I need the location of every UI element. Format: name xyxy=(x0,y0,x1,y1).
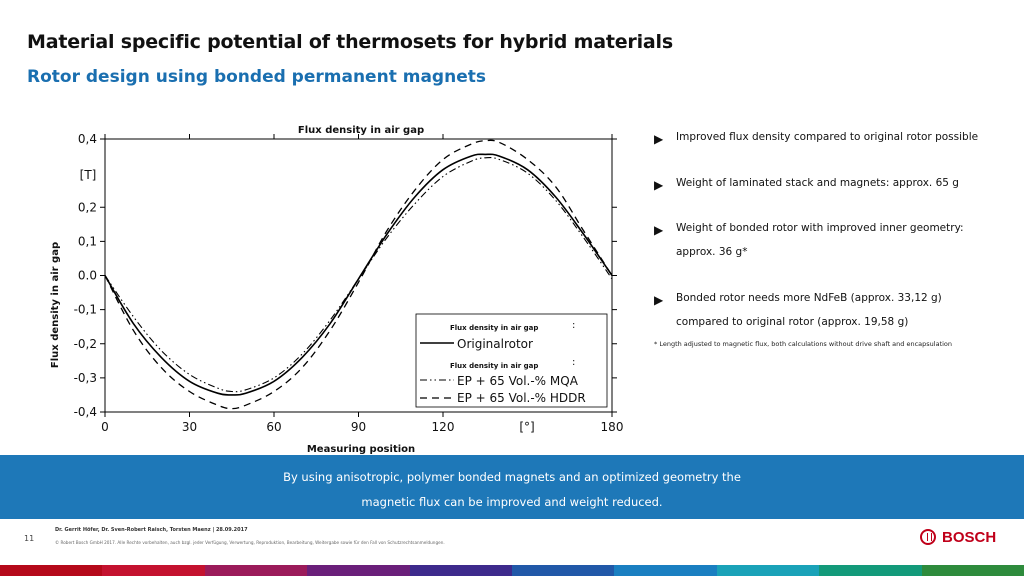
y-tick-label: 0,1 xyxy=(78,234,97,248)
bullet-arrow-icon: ▶ xyxy=(654,178,664,192)
series-line-1 xyxy=(104,156,613,393)
bosch-armature-icon xyxy=(920,529,936,545)
legend-box xyxy=(415,313,608,408)
brand-color-strip xyxy=(0,565,1024,576)
brand-strip-segment xyxy=(204,565,308,576)
footer-authors: Dr. Gerrit Höfer, Dr. Sven-Robert Raisch… xyxy=(55,527,248,533)
bullet-arrow-icon: ▶ xyxy=(654,293,664,307)
slide-subtitle: Rotor design using bonded permanent magn… xyxy=(27,67,486,87)
bullet-arrow-icon: ▶ xyxy=(654,223,664,237)
flux-density-chart: Flux density in air gap 0,4 0,2 0,1 0.0 -0,1… xyxy=(50,125,623,455)
x-tick-label: 60 xyxy=(266,420,281,434)
brand-strip-segment xyxy=(102,565,205,576)
y-unit-label: [T] xyxy=(80,168,97,182)
x-axis-label: Measuring position xyxy=(307,444,415,455)
legend-header-1: Flux density in air gap xyxy=(450,324,538,332)
brand-strip-segment xyxy=(512,565,615,576)
bullet-item: ▶ Weight of bonded rotor with improved i… xyxy=(654,216,964,264)
chart-legend: Flux density in air gap : Originalrotor … xyxy=(415,313,608,408)
bosch-logo-text: BOSCH xyxy=(942,528,997,546)
y-tick-label: 0,2 xyxy=(78,200,97,214)
brand-strip-segment xyxy=(409,565,513,576)
bullet-arrow-icon: ▶ xyxy=(654,132,664,146)
bullet-item: ▶ Weight of laminated stack and magnets:… xyxy=(654,171,959,195)
x-tick-label: 180 xyxy=(601,420,624,434)
y-tick-label: 0.0 xyxy=(78,269,97,283)
x-tick-label: 30 xyxy=(182,420,197,434)
brand-strip-segment xyxy=(614,565,717,576)
legend-header-2: Flux density in air gap xyxy=(450,362,538,370)
bullet-text: Weight of bonded rotor with improved inn… xyxy=(676,222,964,234)
banner-line-1: By using anisotropic, polymer bonded mag… xyxy=(283,470,741,484)
slide-title: Material specific potential of thermoset… xyxy=(27,31,673,53)
bullet-text: Improved flux density compared to origin… xyxy=(676,131,979,143)
x-tick-label: 90 xyxy=(351,420,366,434)
footnote: * Length adjusted to magnetic flux, both… xyxy=(654,340,953,348)
y-tick-label: -0,4 xyxy=(74,405,97,419)
bullet-text-continued: compared to original rotor (approx. 19,5… xyxy=(676,316,909,328)
brand-strip-segment xyxy=(921,565,1024,576)
y-tick-label: 0,4 xyxy=(78,132,97,146)
legend-colon-2: : xyxy=(572,357,575,368)
bullet-text-continued: approx. 36 g* xyxy=(676,246,748,258)
y-axis-label: Flux density in air gap xyxy=(50,242,61,368)
x-tick-label: 0 xyxy=(101,420,109,434)
legend-colon-1: : xyxy=(572,320,575,331)
y-tick-label: -0,3 xyxy=(74,371,97,385)
brand-strip-segment xyxy=(716,565,820,576)
bosch-logo: BOSCH xyxy=(920,527,996,547)
x-axis-ticks: 0 30 60 90 120 180 xyxy=(101,134,623,434)
x-unit-label: [°] xyxy=(519,420,534,434)
bullet-text: Bonded rotor needs more NdFeB (approx. 3… xyxy=(676,292,942,304)
legend-label-mqa: EP + 65 Vol.-% MQA xyxy=(457,374,579,388)
brand-strip-segment xyxy=(819,565,922,576)
legend-label-hddr: EP + 65 Vol.-% HDDR xyxy=(457,391,586,405)
chart-series-lines xyxy=(104,139,613,410)
bullet-item: ▶ Bonded rotor needs more NdFeB (approx.… xyxy=(654,286,942,334)
y-tick-label: -0,2 xyxy=(74,337,97,351)
legend-label-originalrotor: Originalrotor xyxy=(457,337,533,351)
chart-title: Flux density in air gap xyxy=(298,125,424,136)
bullet-text: Weight of laminated stack and magnets: a… xyxy=(676,177,959,189)
bullet-item: ▶ Improved flux density compared to orig… xyxy=(654,125,978,149)
page-number: 11 xyxy=(24,534,35,543)
banner-line-2: magnetic flux can be improved and weight… xyxy=(361,495,663,509)
y-tick-label: -0,1 xyxy=(74,303,97,317)
x-tick-label: 120 xyxy=(432,420,455,434)
summary-banner: By using anisotropic, polymer bonded mag… xyxy=(0,455,1024,519)
brand-strip-segment xyxy=(0,565,103,576)
brand-strip-segment xyxy=(307,565,410,576)
series-line-2 xyxy=(104,139,613,410)
y-axis-ticks: 0,4 0,2 0,1 0.0 -0,1 -0,2 -0,3 -0,4 xyxy=(74,132,617,419)
footer-copyright: © Robert Bosch GmbH 2017. Alle Rechte vo… xyxy=(55,540,445,545)
